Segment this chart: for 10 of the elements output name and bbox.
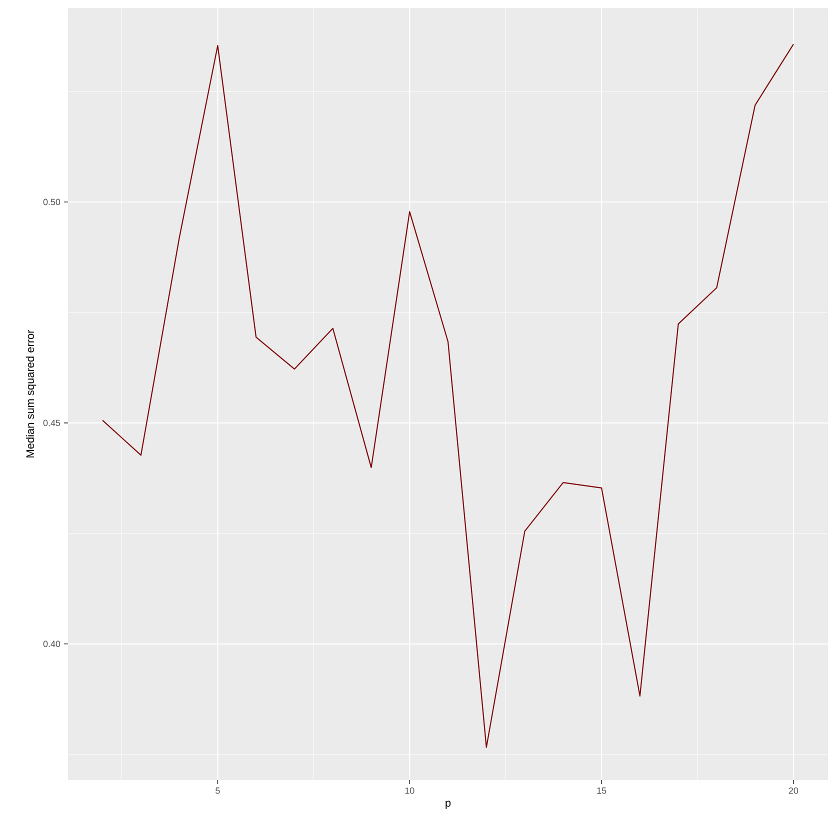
line-series xyxy=(102,44,794,748)
y-axis-title: Median sum squared error xyxy=(26,330,36,458)
x-tick-label: 10 xyxy=(405,788,414,794)
x-tick-label: 20 xyxy=(788,788,798,794)
y-tick-label: 0.40 xyxy=(43,640,60,648)
x-axis-title: p xyxy=(446,800,451,809)
y-tick-label: 0.45 xyxy=(43,420,60,426)
x-tick-label: 5 xyxy=(216,788,220,794)
y-tick-label: 0.50 xyxy=(43,198,60,206)
x-tick-label: 15 xyxy=(597,788,606,794)
